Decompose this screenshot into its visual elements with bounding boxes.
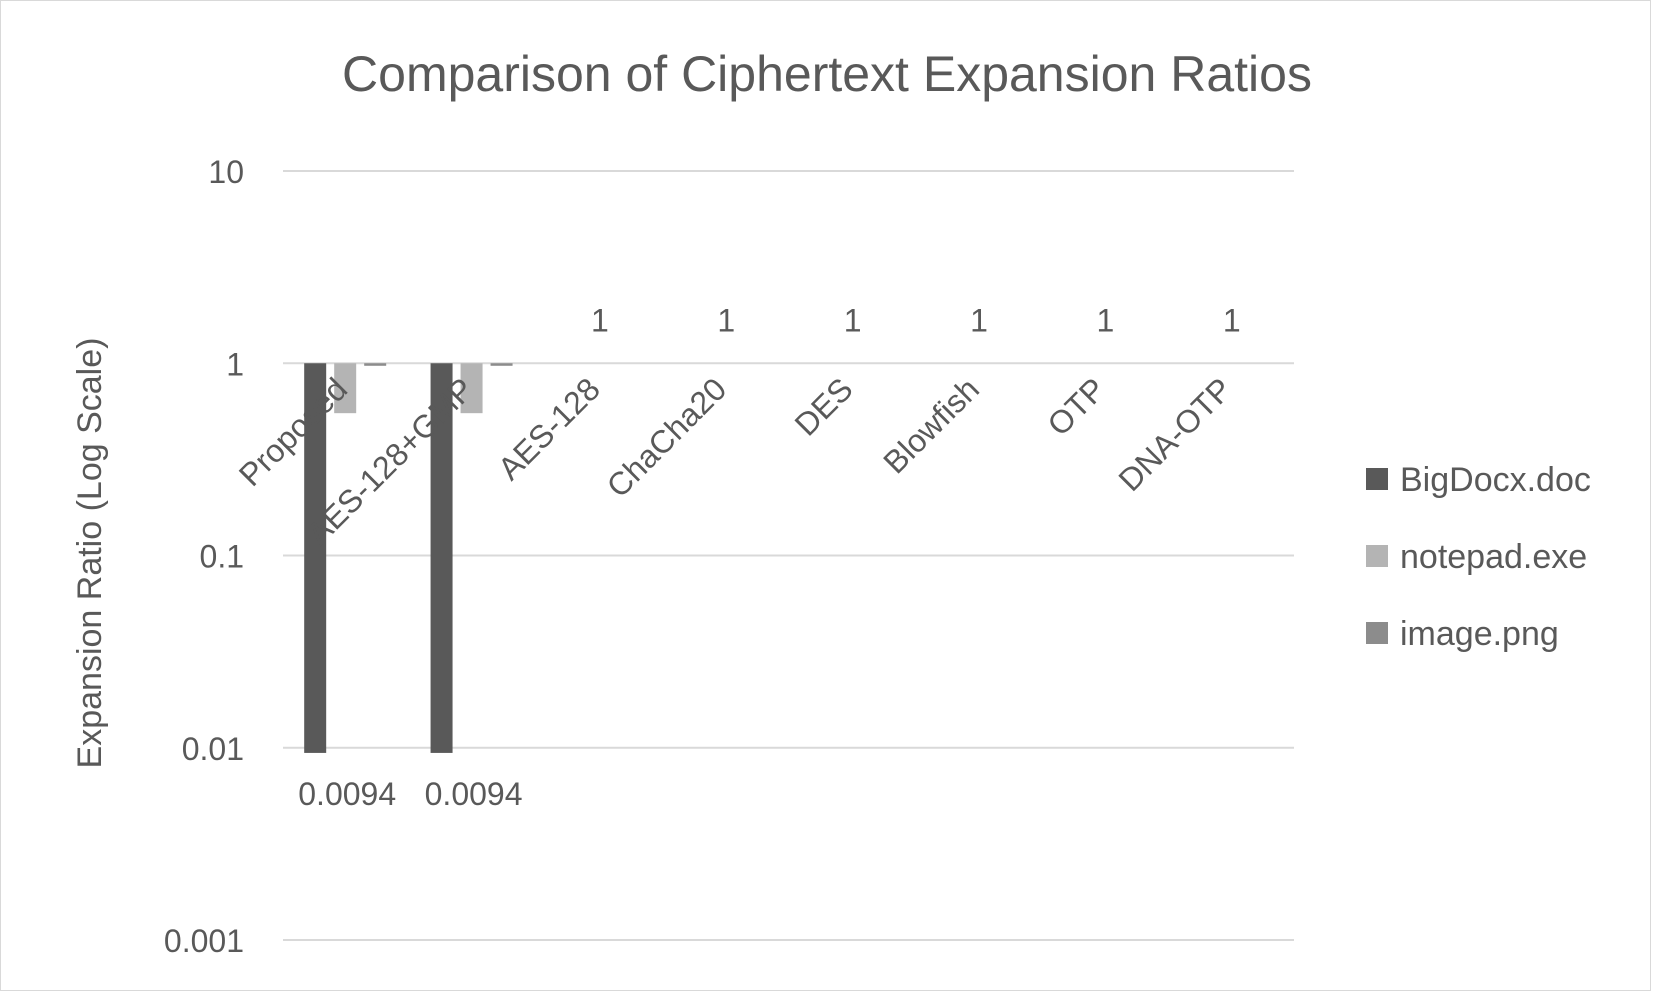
legend-swatch xyxy=(1366,622,1388,644)
x-tick-label: Proposed xyxy=(232,371,354,493)
y-tick-label: 0.001 xyxy=(164,923,244,959)
legend-label: image.png xyxy=(1400,615,1559,653)
x-tick-label: Blowfish xyxy=(876,371,986,481)
bar xyxy=(460,363,483,414)
x-tick-label: AES-128 xyxy=(491,371,607,487)
data-label: 1 xyxy=(1223,302,1241,338)
bar xyxy=(334,363,357,414)
y-axis-label: Expansion Ratio (Log Scale) xyxy=(71,338,109,769)
legend: BigDocx.doc notepad.exe image.png xyxy=(1366,461,1591,653)
data-label: 0.0094 xyxy=(425,776,523,812)
x-tick-label: DES xyxy=(788,371,860,443)
bar xyxy=(304,363,327,753)
data-label: 1 xyxy=(970,302,988,338)
bars xyxy=(304,363,513,753)
chart-title: Comparison of Ciphertext Expansion Ratio… xyxy=(342,46,1312,102)
bar xyxy=(430,363,453,753)
y-tick-label: 10 xyxy=(208,154,244,190)
legend-swatch xyxy=(1366,545,1388,567)
x-tick-label: ChaCha20 xyxy=(600,371,734,505)
data-label: 1 xyxy=(591,302,609,338)
data-label: 0.0094 xyxy=(298,776,396,812)
y-tick-label: 0.1 xyxy=(200,539,244,575)
data-label: 1 xyxy=(717,302,735,338)
y-tick-label: 1 xyxy=(226,346,244,382)
legend-label: BigDocx.doc xyxy=(1400,461,1591,499)
bar xyxy=(490,363,513,366)
legend-swatch xyxy=(1366,468,1388,490)
data-label: 1 xyxy=(1097,302,1115,338)
x-tick-label: DNA-OTP xyxy=(1111,371,1238,498)
y-axis-ticks: 10 1 0.1 0.01 0.001 xyxy=(164,154,244,959)
legend-label: notepad.exe xyxy=(1400,538,1587,576)
x-tick-label: OTP xyxy=(1040,371,1112,443)
data-label: 1 xyxy=(844,302,862,338)
bar xyxy=(364,363,387,366)
data-labels: 0.0094 0.0094 1 1 1 1 1 1 xyxy=(298,302,1240,812)
y-tick-label: 0.01 xyxy=(182,731,244,767)
